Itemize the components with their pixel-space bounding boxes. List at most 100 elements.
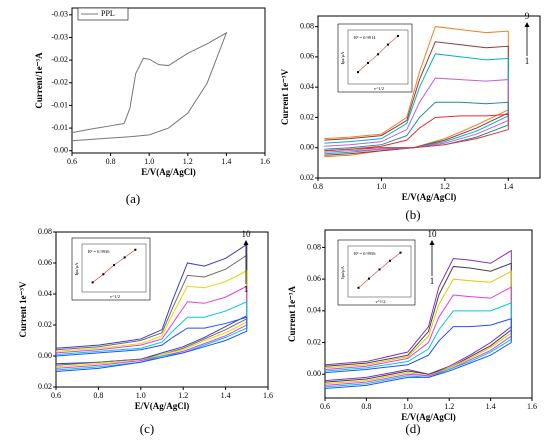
y-tick-label: 0.06 bbox=[38, 258, 52, 267]
inset-point bbox=[377, 53, 379, 56]
inset-r2: R² = 0.9914 bbox=[354, 35, 376, 40]
x-tick-label: 0.8 bbox=[93, 391, 103, 400]
cv-curve bbox=[71, 31, 228, 142]
y-tick-label: 0.04 bbox=[38, 289, 52, 298]
y-tick-label: -0.02 bbox=[51, 78, 68, 87]
y-tick-label: 0.02 bbox=[300, 112, 314, 121]
y-tick-label: 0.00 bbox=[300, 143, 314, 152]
y-axis-label: Current 1e⁻³V bbox=[18, 281, 28, 338]
y-tick-label: 0.06 bbox=[307, 274, 321, 283]
annotation: 1 bbox=[244, 284, 249, 294]
inset-point bbox=[102, 273, 105, 276]
inset-box bbox=[337, 239, 416, 306]
cv-curve bbox=[324, 318, 512, 389]
x-tick-label: 1.2 bbox=[183, 157, 193, 166]
x-tick-label: 1.4 bbox=[486, 402, 496, 411]
inset-x-label: v^1/2 bbox=[375, 299, 385, 304]
y-tick-label: -0.03 bbox=[51, 10, 68, 19]
y-tick-label: 0.00 bbox=[54, 146, 68, 155]
y-tick-label: 0.04 bbox=[300, 82, 314, 91]
x-tick-label: 1.6 bbox=[263, 391, 273, 400]
inset-point bbox=[368, 277, 370, 280]
y-tick-label: 0.06 bbox=[300, 52, 314, 61]
cv-curve bbox=[324, 302, 512, 388]
cv-curve bbox=[55, 316, 248, 372]
y-tick-label: -0.01 bbox=[51, 123, 68, 132]
y-tick-label: 0.08 bbox=[300, 21, 314, 30]
inset-point bbox=[357, 286, 360, 289]
cv-curve bbox=[324, 249, 512, 382]
x-tick-label: 1.0 bbox=[403, 402, 413, 411]
inset-r2: R² = 0.9936 bbox=[88, 249, 110, 254]
x-axis-label: E/V(Ag/AgCl) bbox=[402, 192, 457, 202]
inset-point bbox=[397, 34, 399, 37]
x-tick-label: 0.8 bbox=[361, 402, 371, 411]
legend-box bbox=[77, 7, 129, 21]
annotation: 9 bbox=[525, 11, 530, 21]
inset-point bbox=[389, 259, 391, 262]
annotation: 1 bbox=[525, 56, 530, 66]
y-tick-label: 0.02 bbox=[38, 382, 52, 391]
inset-y-label: Ipa/μA bbox=[340, 51, 345, 64]
inset-point bbox=[357, 71, 359, 74]
inset-point bbox=[134, 248, 137, 251]
x-tick-label: 1.4 bbox=[221, 391, 231, 400]
inset-r2: R² = 0.9956 bbox=[354, 251, 376, 256]
x-axis-label: E/V(Ag/AgCl) bbox=[141, 167, 196, 177]
cv-curve bbox=[324, 41, 509, 156]
y-tick-label: -0.01 bbox=[51, 100, 68, 109]
x-tick-label: 1.6 bbox=[527, 402, 537, 411]
y-axis-label: Current/1e⁻³A bbox=[34, 52, 44, 109]
x-tick-label: 1.4 bbox=[503, 182, 513, 191]
x-tick-label: 1.0 bbox=[376, 182, 386, 191]
inset-x-label: v^1/2 bbox=[110, 294, 120, 299]
annotation: 1 bbox=[430, 276, 435, 286]
cv-curve bbox=[324, 262, 512, 383]
inset-plot bbox=[347, 245, 412, 298]
cv-curve bbox=[324, 270, 512, 385]
y-tick-label: 0.02 bbox=[307, 337, 321, 346]
y-tick-label: 0.04 bbox=[307, 306, 321, 315]
panel-caption: (b) bbox=[405, 207, 420, 222]
inset-point bbox=[123, 256, 126, 259]
y-tick-label: -0.02 bbox=[51, 55, 68, 64]
x-axis-label: E/V(Ag/AgCl) bbox=[401, 412, 456, 422]
annotation: 10 bbox=[428, 229, 438, 239]
inset-box bbox=[71, 237, 151, 301]
x-tick-label: 1.6 bbox=[260, 157, 270, 166]
inset-plot bbox=[81, 243, 147, 293]
inset-point bbox=[367, 61, 369, 64]
y-tick-label: 0.02 bbox=[38, 320, 52, 329]
x-tick-label: 0.8 bbox=[106, 157, 116, 166]
y-axis-label: Current 1e⁻³V bbox=[280, 68, 290, 125]
cv-curve bbox=[324, 77, 509, 153]
inset-point bbox=[113, 264, 115, 267]
cv-curve bbox=[324, 113, 509, 152]
x-tick-label: 0.6 bbox=[67, 157, 77, 166]
panel-caption: (c) bbox=[140, 421, 154, 436]
arrow-head bbox=[243, 240, 249, 245]
cv-curve bbox=[55, 269, 248, 368]
cv-curve bbox=[324, 286, 512, 386]
x-tick-label: 1.2 bbox=[440, 182, 450, 191]
panel-caption: (d) bbox=[405, 421, 420, 436]
x-tick-label: 1.2 bbox=[178, 391, 188, 400]
arrow-head bbox=[429, 240, 435, 245]
inset-point bbox=[378, 268, 381, 271]
x-axis-label: E/V(Ag/AgCl) bbox=[135, 401, 190, 411]
inset-plot bbox=[347, 29, 409, 85]
y-tick-label: 0.08 bbox=[38, 227, 52, 236]
x-tick-label: 1.4 bbox=[221, 157, 231, 166]
y-tick-label: 0.00 bbox=[38, 351, 52, 360]
y-tick-label: 0.00 bbox=[307, 369, 321, 378]
panel-caption: (a) bbox=[126, 191, 140, 206]
x-tick-label: 0.6 bbox=[320, 402, 330, 411]
y-tick-label: 0.08 bbox=[307, 242, 321, 251]
y-axis-label: Current 1e⁻³A bbox=[287, 285, 297, 342]
legend-label: PPL bbox=[101, 9, 115, 18]
y-tick-label: -0.03 bbox=[51, 32, 68, 41]
x-tick-label: 1.2 bbox=[444, 402, 454, 411]
x-tick-label: 1.0 bbox=[136, 391, 146, 400]
